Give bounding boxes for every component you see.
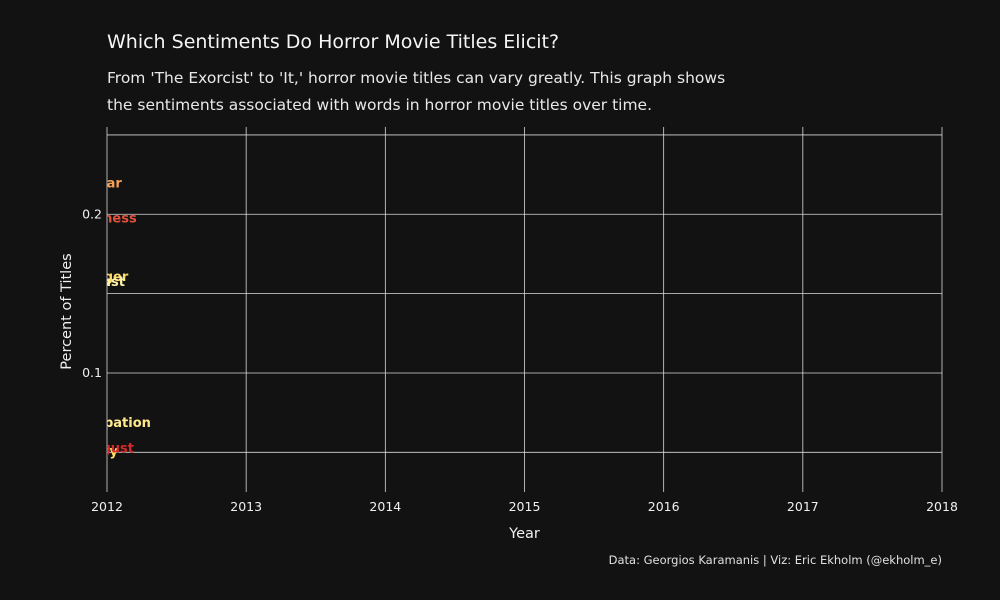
series-label-anger: anger: [86, 270, 129, 285]
x-tick-label-2017: 2017: [787, 499, 819, 514]
y-tick-label-0.1: 0.1: [82, 365, 102, 380]
series-label-trust: trust: [89, 275, 125, 290]
x-tick-label-2014: 2014: [369, 499, 401, 514]
chart-subtitle-line-2: the sentiments associated with words in …: [107, 96, 653, 114]
series-label-joy: joy: [95, 445, 118, 460]
series-label-sadness: sadness: [77, 211, 137, 226]
x-axis-title: Year: [508, 526, 540, 542]
x-tick-label-2016: 2016: [648, 499, 680, 514]
chart-caption: Data: Georgios Karamanis | Viz: Eric Ekh…: [608, 553, 942, 567]
series-label-anticipation: anticipation: [63, 416, 151, 431]
chart-title: Which Sentiments Do Horror Movie Titles …: [107, 31, 560, 53]
series-label-fear: fear: [92, 177, 122, 192]
chart-subtitle-line-1: From 'The Exorcist' to 'It,' horror movi…: [107, 69, 726, 87]
x-tick-label-2015: 2015: [509, 499, 541, 514]
y-tick-label-0.2: 0.2: [82, 206, 102, 221]
x-tick-label-2018: 2018: [926, 499, 958, 514]
x-tick-label-2012: 2012: [91, 499, 123, 514]
x-tick-label-2013: 2013: [230, 499, 262, 514]
y-axis-title: Percent of Titles: [59, 253, 75, 369]
series-label-disgust: disgust: [80, 442, 134, 457]
